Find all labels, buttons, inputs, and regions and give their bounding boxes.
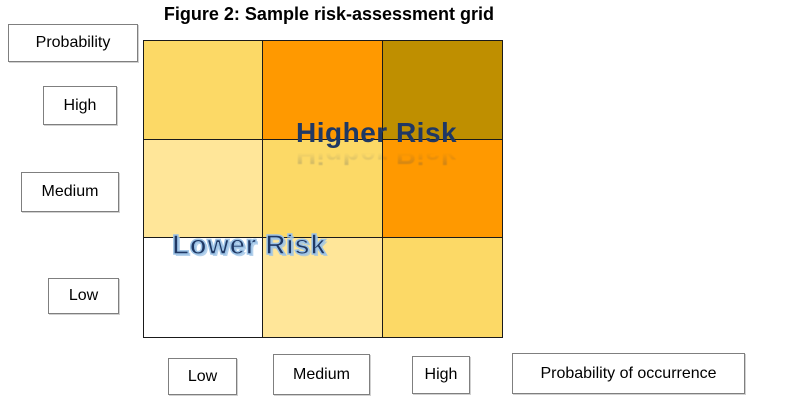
grid-cell-high-low [144,41,264,140]
figure-title: Figure 2: Sample risk-assessment grid [163,4,495,24]
lower-risk-label: Lower Risk [171,229,327,260]
col-label-low-text: Low [187,367,218,385]
risk-grid [143,40,503,338]
row-label-high-text: High [63,96,97,114]
x-axis-label: Probability of occurrence [540,364,717,382]
y-axis-label: Probability [35,34,111,51]
row-label-medium: Medium [21,172,119,212]
higher-risk-label: Higher Risk Higher Risk [296,117,458,171]
row-label-high: High [43,86,117,125]
col-label-medium-text: Medium [293,365,350,383]
col-label-high-text: High [424,366,458,383]
grid-cell-medium-high [382,139,502,239]
row-label-low: Low [48,278,119,314]
col-label-low: Low [168,358,237,395]
y-axis-label-box: Probability [8,24,138,62]
row-label-medium-text: Medium [41,183,99,200]
grid-cell-medium-low [144,139,264,239]
grid-cell-medium-medium [263,139,383,239]
higher-risk-text: Higher Risk [296,117,458,148]
grid-cell-low-low [144,238,264,337]
col-label-high: High [412,356,470,394]
grid-cell-low-medium [263,238,383,337]
col-label-medium: Medium [273,354,370,395]
grid-cell-high-medium [263,41,383,140]
higher-risk-reflection: Higher Risk [296,139,458,170]
row-label-low-text: Low [68,287,99,304]
grid-cell-low-high [382,238,502,337]
x-axis-label-box: Probability of occurrence [512,353,745,394]
grid-cell-high-high [382,41,502,140]
